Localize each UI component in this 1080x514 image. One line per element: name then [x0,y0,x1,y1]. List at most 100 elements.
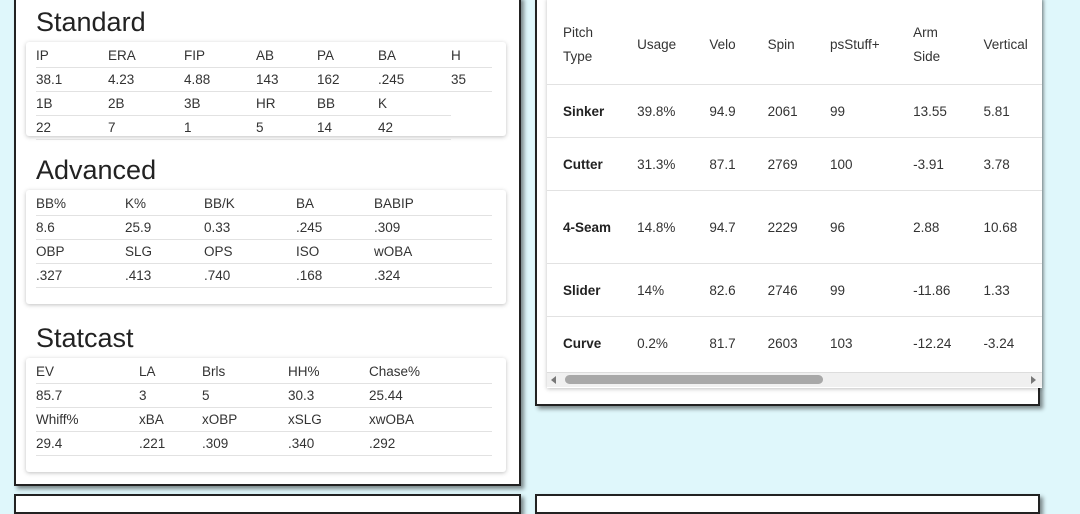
stat-value: 35 [451,67,492,92]
stat-row: 1B 2B 3B HR BB K [36,91,492,116]
stat-label: AB [256,44,317,68]
standard-title: Standard [36,7,146,37]
pitch-table-scroll-area[interactable]: Pitch Type Usage Velo Spin psStuff+ Arm … [547,6,1042,369]
scroll-left-arrow-icon[interactable] [551,376,556,384]
stat-label: K [378,91,451,116]
pitch-row: Curve 0.2% 81.7 2603 103 -12.24 -3.24 [547,316,1042,369]
statcast-table: EV LA Brls HH% Chase% 85.7 3 5 30.3 25.44 Whiff% xB… [36,360,492,456]
stat-value: .221 [139,431,202,456]
stat-value: .324 [374,263,492,288]
stat-label: 2B [108,91,184,116]
pitch-value-cell: 5.81 [967,84,1042,138]
stat-label: wOBA [374,239,492,264]
stat-value: 85.7 [36,383,139,408]
stat-label: IP [36,44,108,68]
stat-row: OBP SLG OPS ISO wOBA [36,239,492,264]
header-usage: Usage [621,6,694,85]
stat-value: 5 [202,383,288,408]
stat-label: BA [378,44,451,68]
pitch-value-cell: 2061 [751,84,814,138]
stat-value: .245 [296,215,374,240]
standard-table: IP ERA FIP AB PA BA H 38.1 4.23 4.88 143 162.245 35 1… [36,44,492,140]
pitch-value-cell: 2.88 [897,190,968,264]
pitch-value-cell: 0.2% [621,316,694,369]
pitch-value-cell: 103 [813,316,898,369]
stat-value: 4.88 [184,67,256,92]
stat-label: BABIP [374,192,492,216]
stat-label: PA [317,44,378,68]
stat-value: .309 [202,431,288,456]
pitch-value-cell: 3.78 [967,137,1042,191]
pitch-row: Sinker 39.8% 94.9 2061 99 13.55 5.81 [547,84,1042,138]
stat-value [451,116,492,140]
stat-label: LA [139,360,202,384]
stat-label: K% [125,192,204,216]
scrollbar-thumb[interactable] [565,375,823,384]
stat-value: 162 [317,67,378,92]
scrollbar-track[interactable] [559,375,1028,384]
advanced-card: BB% K% BB/K BA BABIP 8.6 25.9 0.33.245.309 OBP SL… [26,190,506,304]
stat-value: 25.44 [369,383,492,408]
stat-value: 42 [378,115,451,140]
stat-label: xwOBA [369,407,492,432]
stat-value: 14 [317,115,378,140]
stat-value: 8.6 [36,215,125,240]
pitch-value-cell: 99 [813,263,898,317]
stat-value: .413 [125,263,204,288]
stat-row: 38.1 4.23 4.88 143 162.245 35 [36,67,492,92]
pitch-value-cell: 2603 [751,316,814,369]
pitch-value-cell: 82.6 [693,263,752,317]
header-arm-side: Arm Side [897,6,968,85]
header-psstuff: psStuff+ [813,6,898,85]
stat-row: EV LA Brls HH% Chase% [36,360,492,384]
scroll-right-arrow-icon[interactable] [1031,376,1036,384]
stat-label: Chase% [369,360,492,384]
pitch-type-cell: Cutter [547,137,622,191]
stat-row: Whiff% xBA xOBP xSLG xwOBA [36,407,492,432]
pitch-value-cell: 2746 [751,263,814,317]
stat-value: 30.3 [288,383,369,408]
advanced-table: BB% K% BB/K BA BABIP 8.6 25.9 0.33.245.309 OBP SL… [36,192,492,288]
pitch-row: Cutter 31.3% 87.1 2769 100 -3.91 3.78 [547,137,1042,191]
stat-value: .292 [369,431,492,456]
stat-value: 25.9 [125,215,204,240]
pitch-type-cell: Curve [547,316,622,369]
stat-value: 22 [36,115,108,140]
header-spin: Spin [751,6,814,85]
stat-row: 22 7 1 5 14 42 [36,115,492,140]
stat-value: .340 [288,431,369,456]
pitch-value-cell: 94.9 [693,84,752,138]
stat-value: .309 [374,215,492,240]
stat-label: xOBP [202,407,288,432]
pitch-type-cell: 4-Seam [547,190,622,264]
pitch-value-cell: 96 [813,190,898,264]
pitch-value-cell: 2229 [751,190,814,264]
pitch-value-cell: -3.24 [967,316,1042,369]
pitch-value-cell: 100 [813,137,898,191]
stat-value: 5 [256,115,317,140]
pitch-type-cell: Slider [547,263,622,317]
next-panel-right-edge [535,494,1040,514]
stat-label: xSLG [288,407,369,432]
stat-value: .740 [204,263,296,288]
statcast-title: Statcast [36,323,134,353]
stat-value: .245 [378,67,451,92]
pitch-row: 4-Seam 14.8% 94.7 2229 96 2.88 10.68 [547,190,1042,264]
horizontal-scrollbar[interactable] [547,372,1042,387]
stat-value: 29.4 [36,431,139,456]
stat-row: .327.413.740.168.324 [36,263,492,288]
pitch-value-cell: 39.8% [621,84,694,138]
stat-row: 85.7 3 5 30.3 25.44 [36,383,492,408]
stat-label: HR [256,91,317,116]
pitch-value-cell: 99 [813,84,898,138]
stat-label: xBA [139,407,202,432]
stat-value: 0.33 [204,215,296,240]
pitch-value-cell: 1.33 [967,263,1042,317]
stat-row: BB% K% BB/K BA BABIP [36,192,492,216]
stat-label: Brls [202,360,288,384]
advanced-title: Advanced [36,155,157,185]
stat-label: H [451,44,492,68]
pitch-value-cell: -11.86 [897,263,968,317]
stat-label [451,92,492,116]
stat-value: 1 [184,115,256,140]
